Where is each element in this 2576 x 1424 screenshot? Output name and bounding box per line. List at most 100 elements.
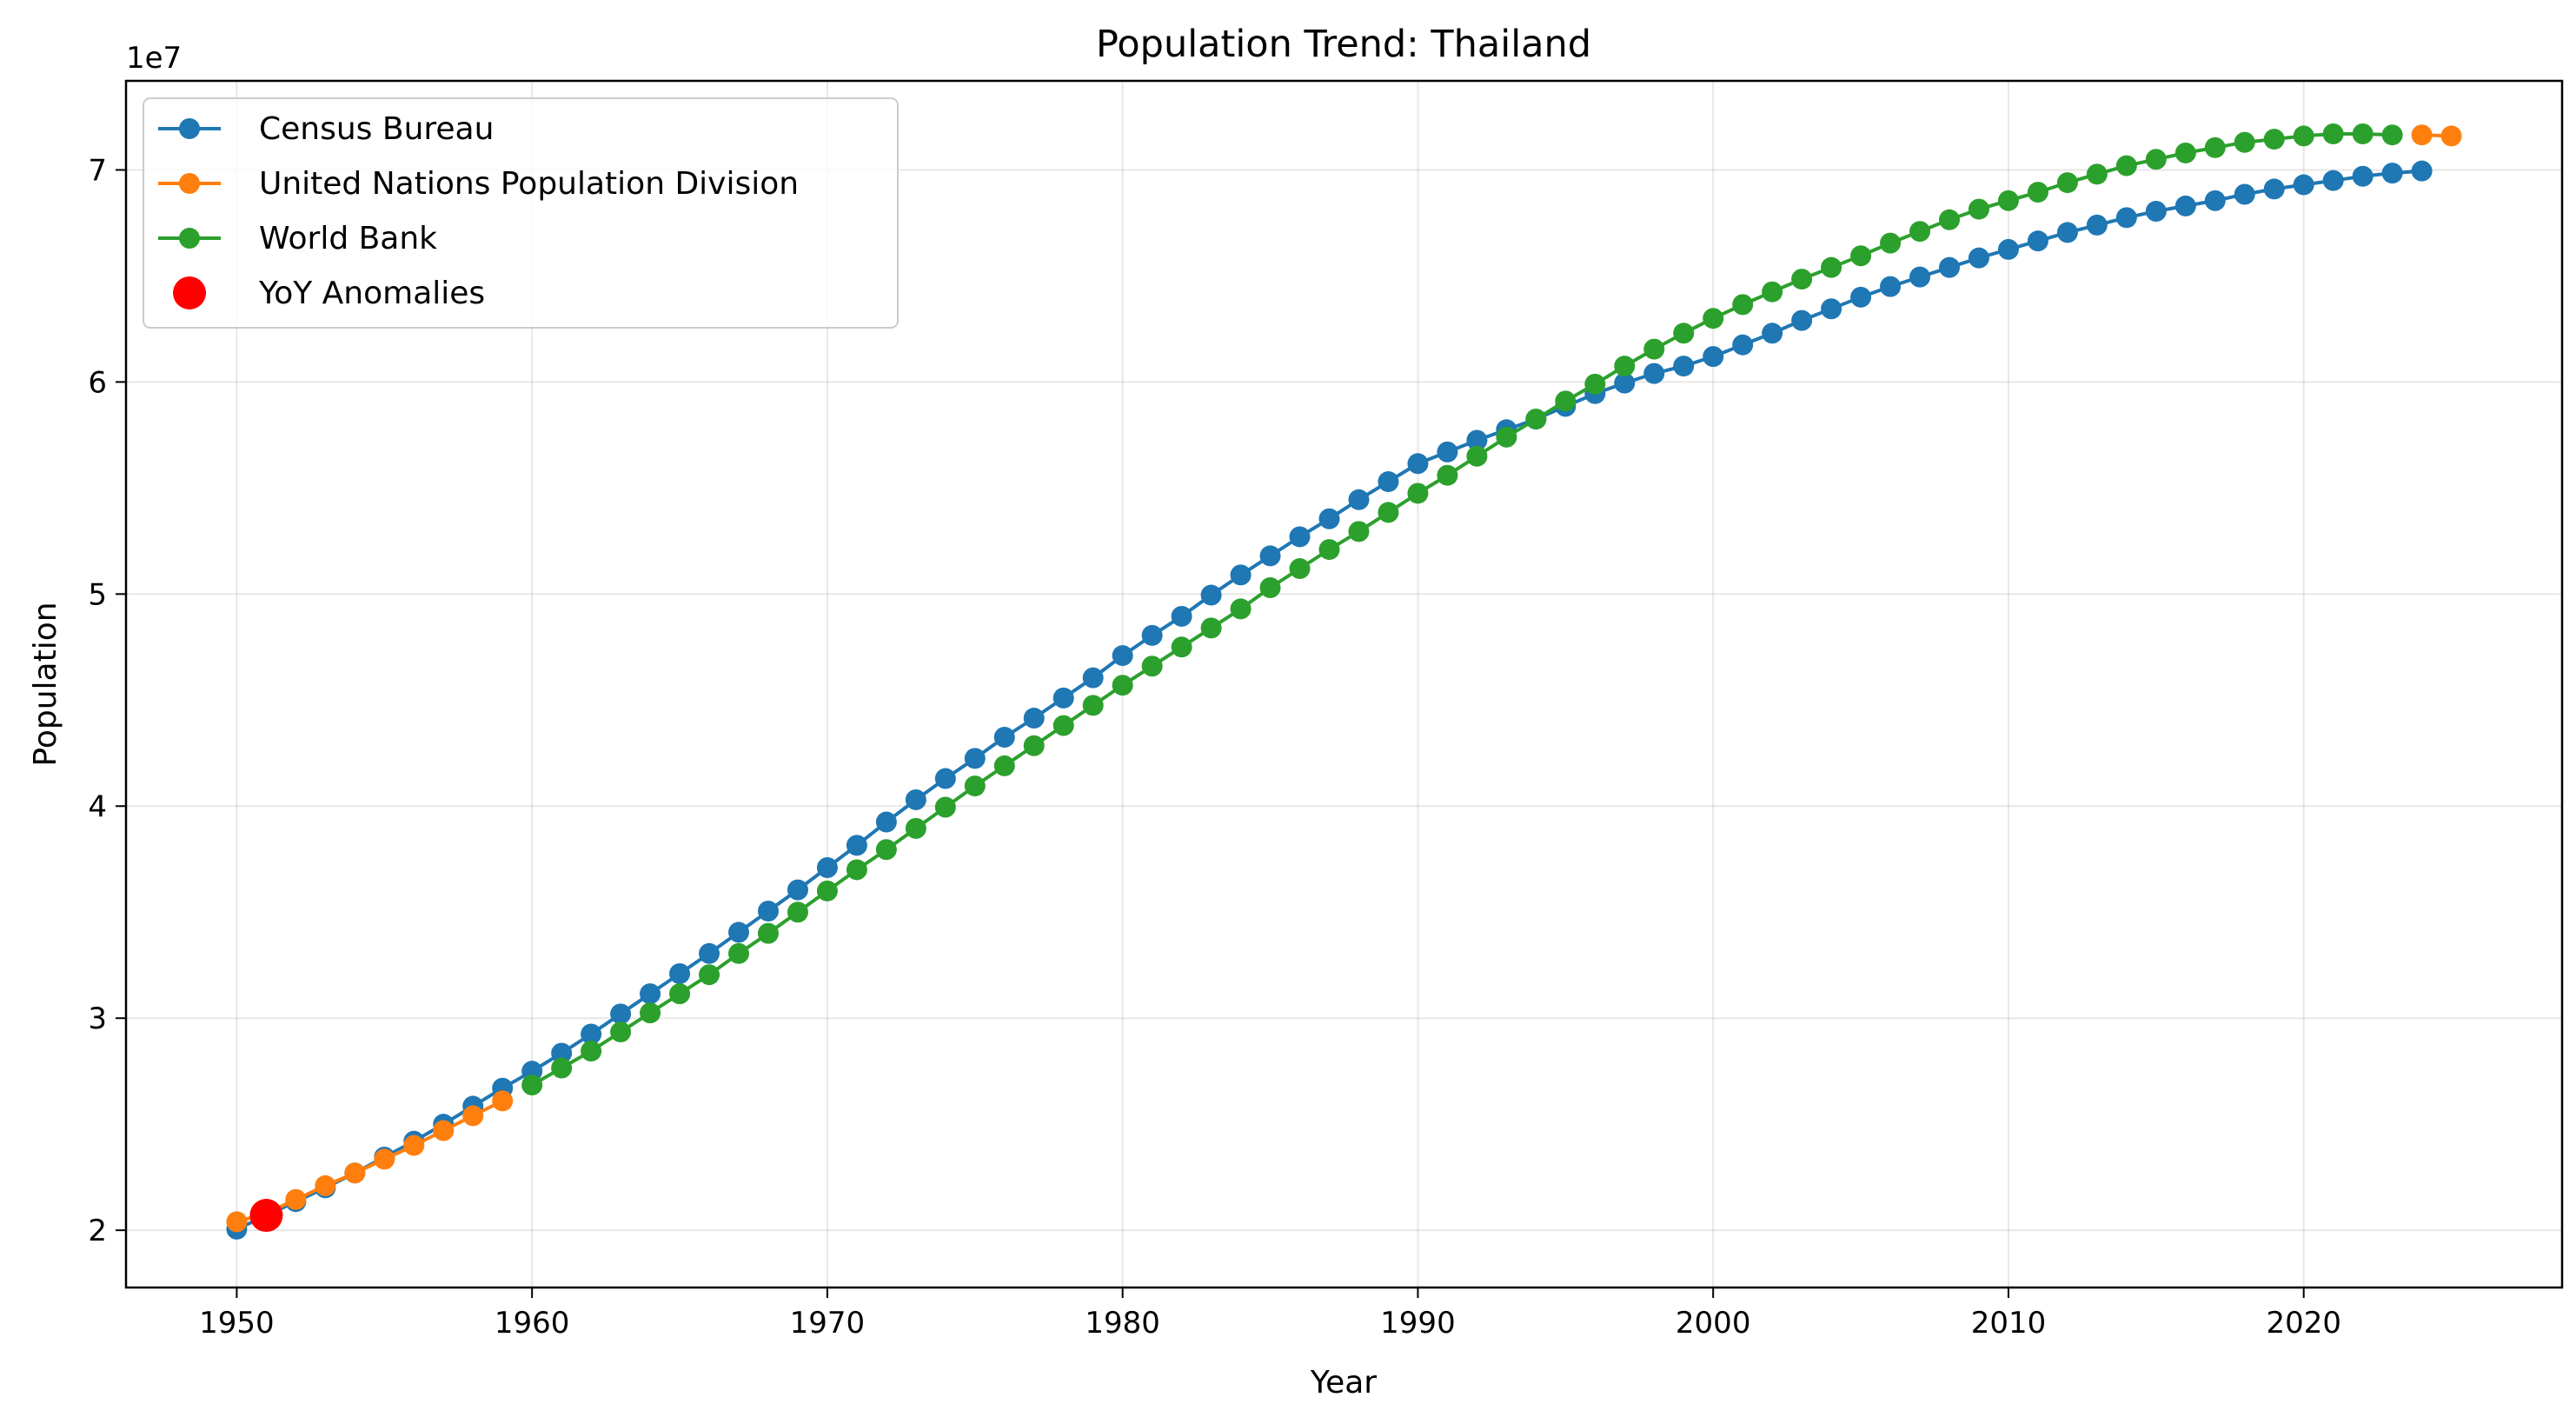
data-point xyxy=(226,1211,248,1233)
data-point xyxy=(1909,266,1931,288)
data-point xyxy=(1997,238,2019,260)
data-point xyxy=(2086,163,2108,185)
data-point xyxy=(1378,471,1399,493)
data-point xyxy=(551,1057,573,1079)
x-tick-label: 2020 xyxy=(2266,1306,2341,1341)
data-point xyxy=(727,922,749,943)
data-point xyxy=(669,962,691,984)
data-point xyxy=(1997,190,2019,211)
data-point xyxy=(699,942,720,964)
data-point xyxy=(2027,230,2048,252)
data-point xyxy=(1023,708,1045,729)
data-point xyxy=(934,768,956,789)
data-point xyxy=(816,857,838,879)
y-tick-label: 2 xyxy=(88,1214,107,1248)
data-point xyxy=(1909,221,1931,243)
data-point xyxy=(2352,123,2374,144)
data-point xyxy=(1496,426,1517,448)
x-tick-label: 1990 xyxy=(1380,1306,1456,1341)
data-point xyxy=(1259,545,1281,567)
data-point xyxy=(1318,539,1340,561)
anomaly-layer xyxy=(249,1199,283,1233)
data-point xyxy=(2381,163,2403,184)
data-point xyxy=(1703,308,1724,329)
x-tick-label: 2010 xyxy=(1971,1306,2047,1341)
data-point xyxy=(964,748,986,769)
data-point xyxy=(1348,521,1370,542)
data-point xyxy=(521,1075,543,1096)
data-point xyxy=(1762,281,1783,303)
data-point xyxy=(2115,155,2137,176)
data-point xyxy=(2322,170,2344,191)
data-point xyxy=(403,1135,425,1156)
data-point xyxy=(2174,195,2196,216)
data-point xyxy=(1437,464,1458,486)
data-point xyxy=(1525,409,1547,430)
data-point xyxy=(1584,373,1606,395)
data-point xyxy=(934,796,956,818)
y-tick-label: 5 xyxy=(88,577,107,612)
data-point xyxy=(344,1162,366,1184)
data-point xyxy=(2204,190,2226,211)
data-point xyxy=(993,755,1015,776)
legend-entry: United Nations Population Division xyxy=(158,166,799,202)
series-world-bank xyxy=(521,123,2403,1096)
data-point xyxy=(1850,286,1872,308)
data-point xyxy=(1614,372,1636,394)
data-point xyxy=(1348,489,1370,510)
data-point xyxy=(1880,276,1902,297)
data-point xyxy=(787,902,808,923)
data-point xyxy=(1821,298,1842,320)
anomaly-point xyxy=(249,1199,283,1233)
data-point xyxy=(1791,309,1813,331)
data-point xyxy=(1052,715,1074,736)
data-point xyxy=(492,1090,514,1112)
data-point xyxy=(2411,124,2433,146)
data-point xyxy=(2204,136,2226,158)
data-point xyxy=(640,1002,661,1024)
data-point xyxy=(905,817,926,839)
chart-title: Population Trend: Thailand xyxy=(1096,23,1591,66)
data-point xyxy=(2234,183,2255,205)
data-point xyxy=(1880,232,1902,254)
legend: Census Bureau United Nations Population D… xyxy=(143,97,899,329)
data-point xyxy=(1407,482,1429,504)
data-point xyxy=(1437,441,1458,462)
legend-box xyxy=(143,97,899,329)
data-point xyxy=(2322,123,2344,144)
data-point xyxy=(1318,508,1340,529)
data-point xyxy=(993,726,1015,748)
data-point xyxy=(816,880,838,902)
data-point xyxy=(727,942,749,964)
data-point xyxy=(787,879,808,901)
x-tick-label: 1970 xyxy=(790,1306,866,1341)
data-point xyxy=(846,835,867,856)
data-point xyxy=(2056,172,2078,194)
data-point xyxy=(1968,247,1989,269)
data-point xyxy=(875,839,897,861)
data-point xyxy=(2352,165,2374,187)
data-point xyxy=(581,1023,602,1045)
data-point xyxy=(1141,624,1163,646)
data-point xyxy=(1082,695,1104,716)
data-point xyxy=(1112,645,1133,667)
data-point xyxy=(581,1041,602,1062)
x-tick-label: 1980 xyxy=(1085,1306,1160,1341)
data-point xyxy=(669,983,691,1005)
legend-entry: World Bank xyxy=(158,221,437,256)
data-point xyxy=(2411,160,2433,182)
data-point xyxy=(757,901,779,922)
data-point xyxy=(1082,667,1104,689)
data-point xyxy=(1466,445,1488,467)
legend-marker xyxy=(179,173,200,194)
legend-marker xyxy=(173,276,206,309)
data-point xyxy=(1821,256,1842,278)
data-point xyxy=(1673,356,1695,377)
data-point xyxy=(610,1003,632,1025)
data-point xyxy=(551,1042,573,1064)
data-point xyxy=(1643,363,1665,384)
series-line xyxy=(236,1099,504,1224)
data-point xyxy=(2115,207,2137,229)
data-point xyxy=(462,1105,484,1127)
